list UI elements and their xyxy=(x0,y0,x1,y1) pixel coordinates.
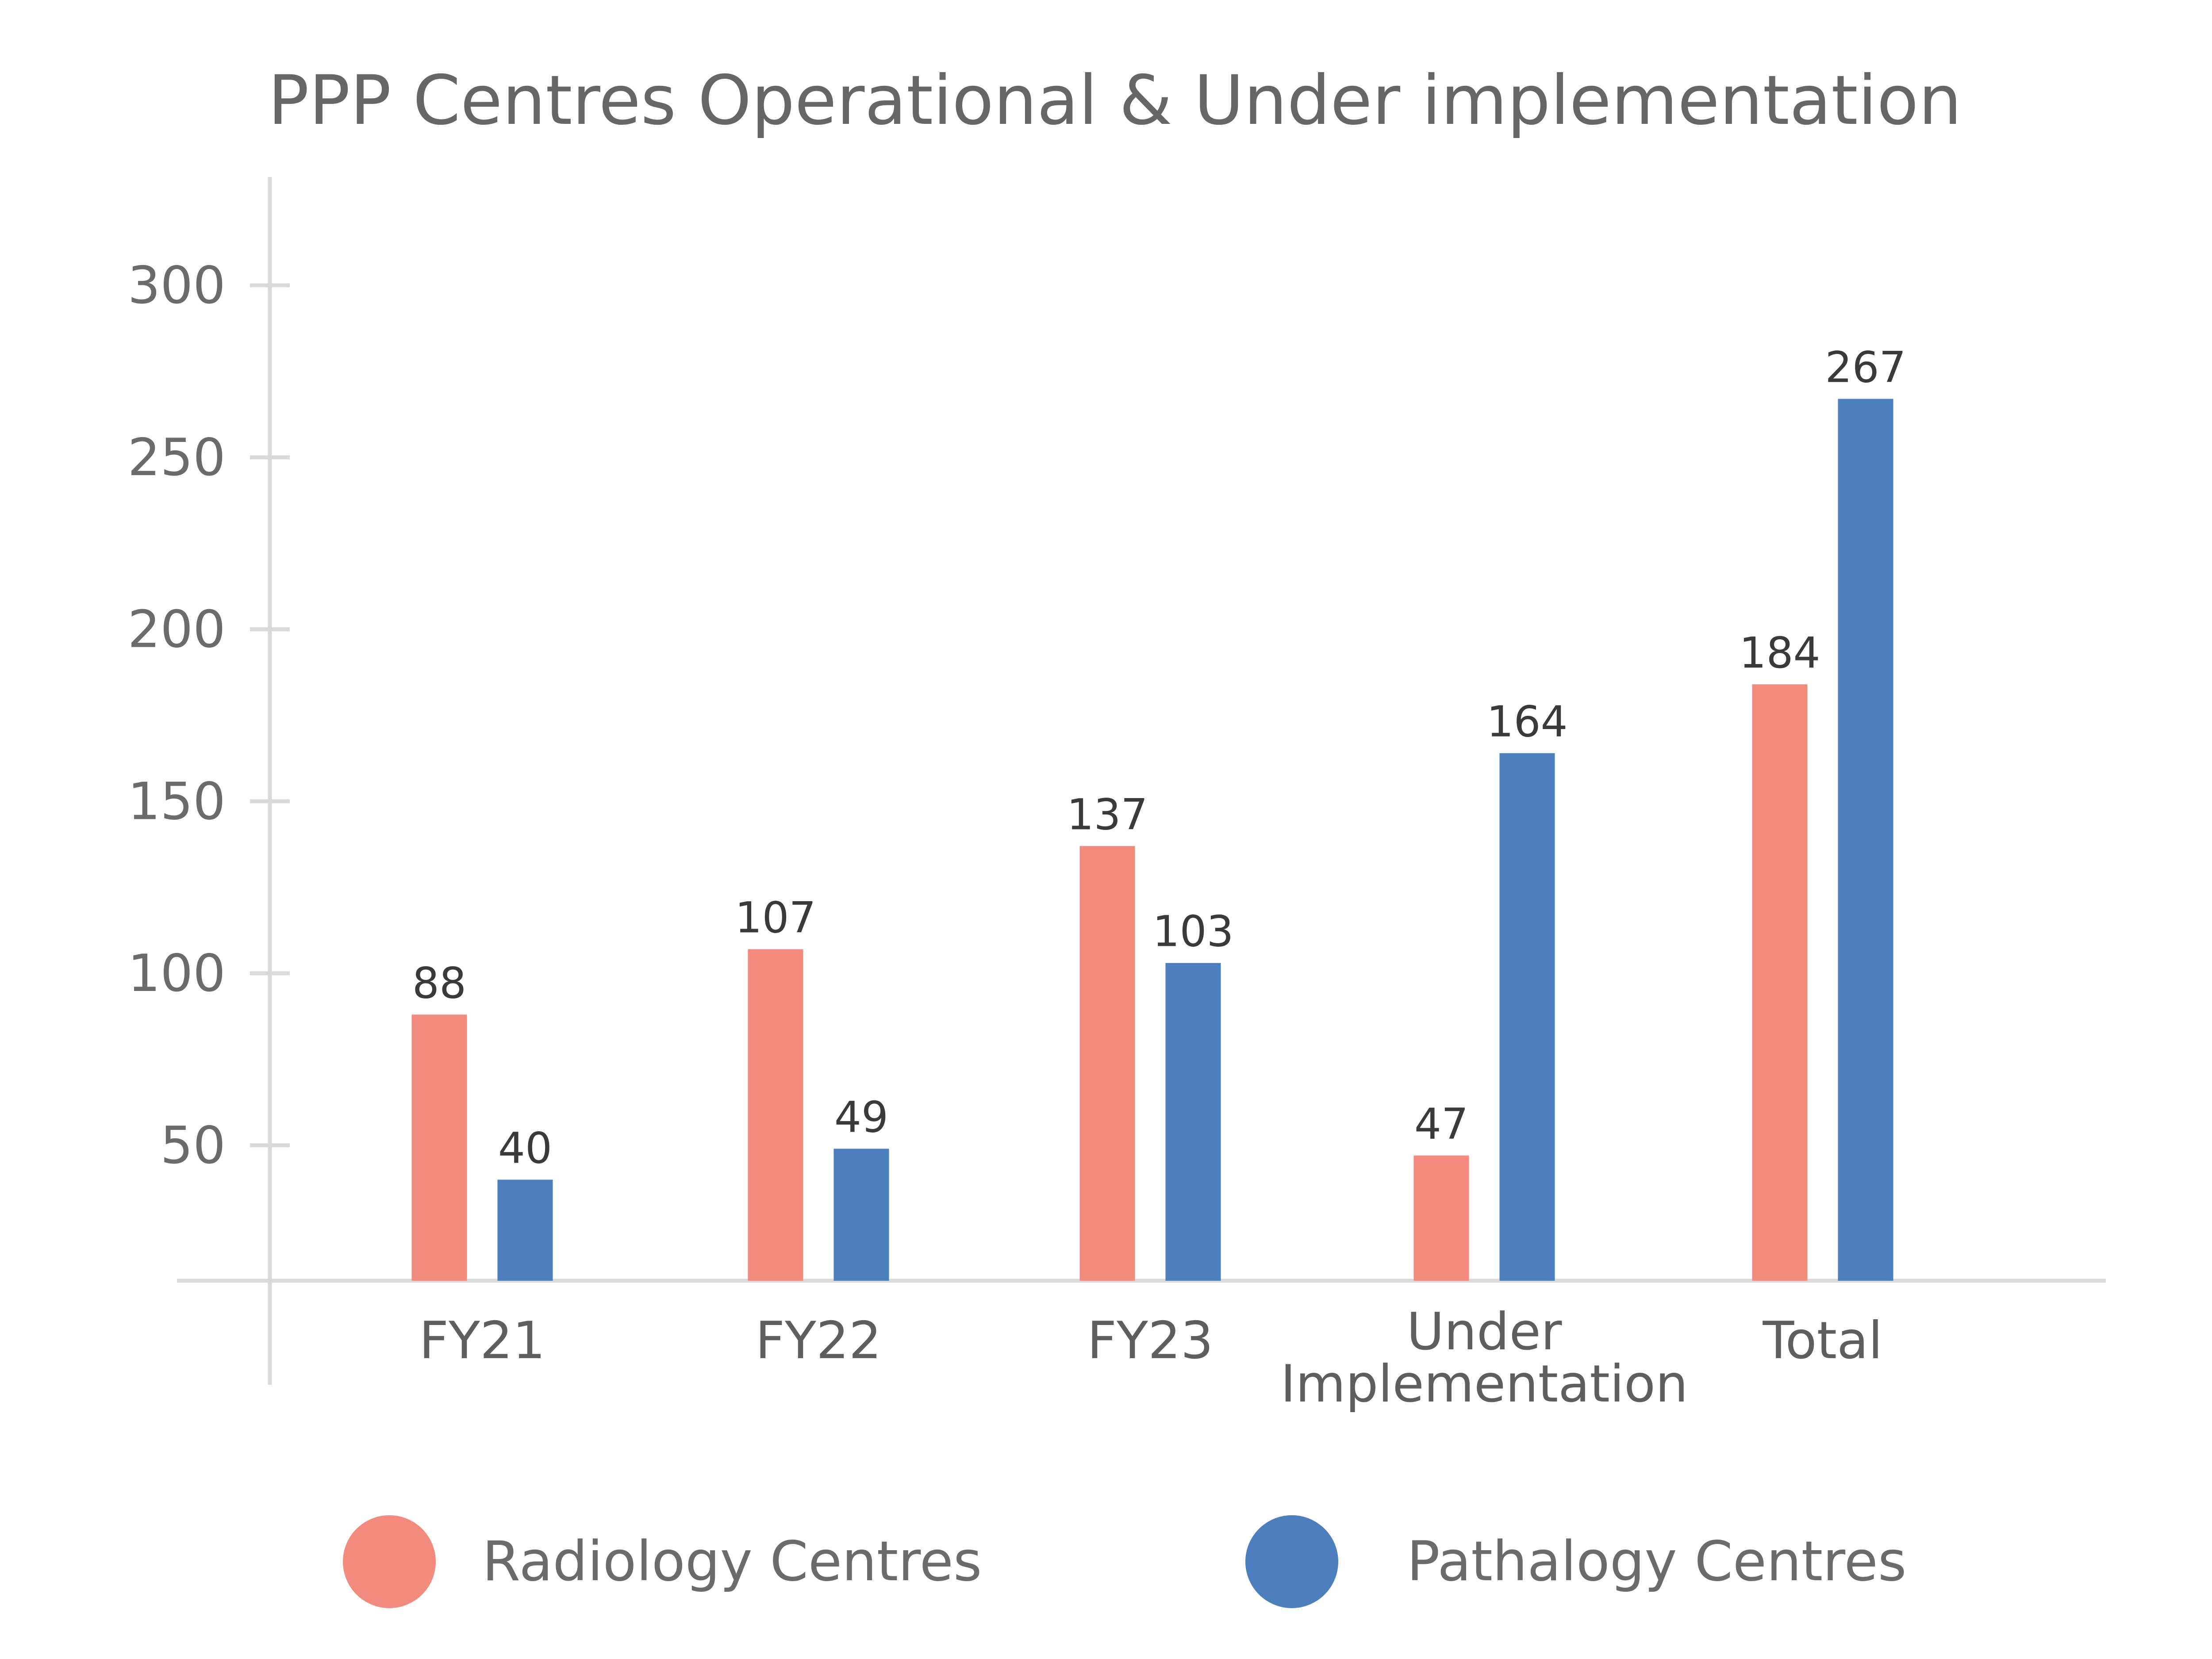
x-category-label: FY21 xyxy=(419,1311,545,1371)
data-label: 88 xyxy=(412,958,466,1008)
legend-label-radiology: Radiology Centres xyxy=(482,1530,982,1594)
y-tick-label: 200 xyxy=(128,600,226,660)
data-labels: 88 107 137 47 184 40 49 103 164 267 xyxy=(412,343,1906,1173)
bar-radiology-2 xyxy=(1079,846,1135,1281)
x-category-label: Total xyxy=(1763,1311,1883,1371)
bars xyxy=(411,399,1893,1281)
data-label: 40 xyxy=(498,1124,552,1173)
data-label: 107 xyxy=(735,893,816,943)
x-category-label: Under xyxy=(1406,1302,1562,1362)
bar-pathalogy-3 xyxy=(1499,753,1555,1281)
data-label: 103 xyxy=(1152,907,1233,956)
bar-pathalogy-2 xyxy=(1165,963,1221,1281)
y-tick-label: 150 xyxy=(128,772,226,831)
data-label: 164 xyxy=(1486,697,1567,746)
data-label: 184 xyxy=(1739,628,1820,678)
legend-swatch-radiology xyxy=(343,1515,436,1608)
legend-swatch-pathalogy xyxy=(1245,1515,1338,1608)
bar-radiology-0 xyxy=(411,1014,467,1281)
y-tick-label: 50 xyxy=(160,1116,226,1175)
bar-radiology-4 xyxy=(1752,684,1808,1281)
data-label: 267 xyxy=(1825,343,1906,392)
chart-title: PPP Centres Operational & Under implemen… xyxy=(268,61,1962,140)
y-tick-label: 250 xyxy=(128,428,226,488)
bar-pathalogy-0 xyxy=(497,1179,553,1281)
y-tick-label: 300 xyxy=(128,256,226,315)
x-category-label: FY23 xyxy=(1087,1311,1213,1371)
y-tick-label: 100 xyxy=(128,944,226,1003)
bar-radiology-1 xyxy=(748,949,803,1281)
bar-pathalogy-1 xyxy=(833,1148,889,1281)
x-category-label: FY22 xyxy=(755,1311,881,1371)
bar-pathalogy-4 xyxy=(1838,399,1893,1281)
data-label: 49 xyxy=(834,1093,888,1142)
data-label: 137 xyxy=(1067,790,1148,839)
y-axis-ticks: 50 100 150 200 250 300 xyxy=(128,256,290,1175)
legend: Radiology Centres Pathalogy Centres xyxy=(343,1515,1906,1608)
bar-radiology-3 xyxy=(1413,1156,1469,1281)
data-label: 47 xyxy=(1414,1099,1468,1149)
x-category-label: Implementation xyxy=(1280,1354,1688,1414)
legend-label-pathalogy: Pathalogy Centres xyxy=(1407,1530,1906,1594)
